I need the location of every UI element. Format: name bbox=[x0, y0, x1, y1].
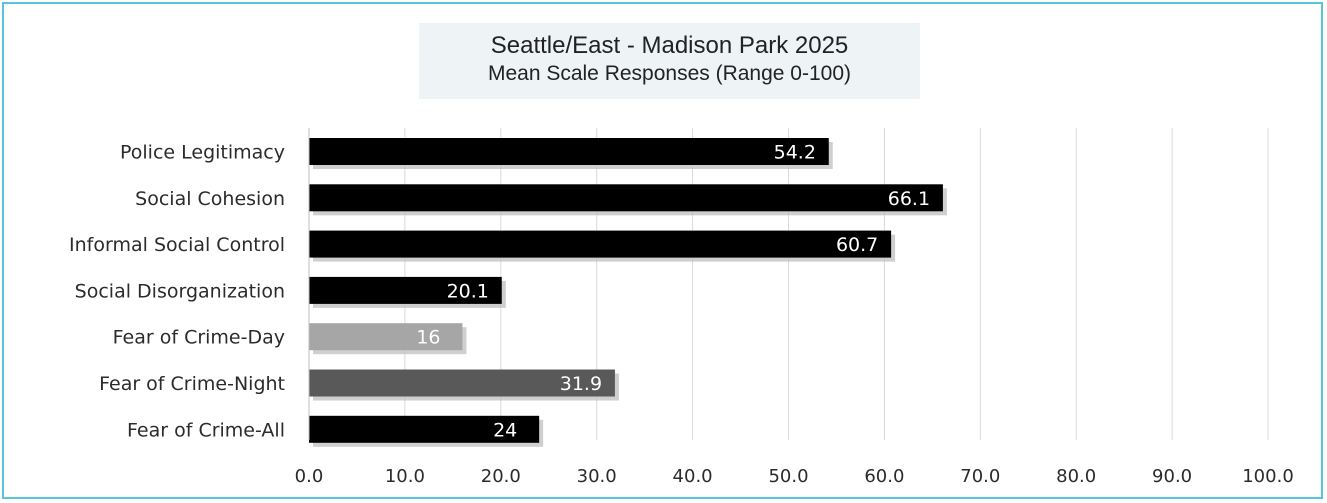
data-label: 24 bbox=[493, 419, 517, 441]
category-label: Police Legitimacy bbox=[120, 142, 285, 164]
x-tick-label: 90.0 bbox=[1152, 466, 1192, 487]
category-label: Informal Social Control bbox=[69, 234, 285, 256]
category-label: Social Disorganization bbox=[75, 280, 285, 302]
bar bbox=[309, 230, 892, 258]
x-tick-label: 50.0 bbox=[768, 466, 808, 487]
category-label: Fear of Crime-Night bbox=[99, 373, 285, 395]
x-tick-label: 20.0 bbox=[481, 466, 521, 487]
x-tick-label: 40.0 bbox=[673, 466, 713, 487]
chart-subtitle: Mean Scale Responses (Range 0-100) bbox=[487, 62, 852, 85]
bar bbox=[309, 138, 829, 165]
bar bbox=[309, 184, 943, 212]
x-tick-label: 80.0 bbox=[1056, 466, 1096, 487]
x-tick-label: 70.0 bbox=[960, 466, 1000, 487]
bar bbox=[309, 415, 540, 443]
bar bbox=[309, 323, 463, 351]
x-tick-label: 60.0 bbox=[864, 466, 904, 487]
data-label: 20.1 bbox=[447, 280, 489, 302]
category-label: Social Cohesion bbox=[135, 188, 285, 210]
x-tick-label: 0.0 bbox=[295, 466, 324, 487]
bar bbox=[309, 276, 502, 304]
data-label: 54.2 bbox=[774, 142, 816, 164]
x-tick-label: 10.0 bbox=[385, 466, 425, 487]
data-label: 16 bbox=[416, 327, 440, 349]
category-label: Fear of Crime-All bbox=[127, 419, 285, 441]
data-label: 60.7 bbox=[836, 234, 878, 256]
chart-title-box: Seattle/East - Madison Park 2025 Mean Sc… bbox=[419, 23, 920, 99]
data-label: 31.9 bbox=[560, 373, 602, 395]
x-tick-label: 100.0 bbox=[1242, 466, 1294, 487]
category-label: Fear of Crime-Day bbox=[113, 327, 285, 349]
x-tick-label: 30.0 bbox=[577, 466, 617, 487]
chart-title: Seattle/East - Madison Park 2025 bbox=[490, 32, 849, 59]
data-label: 66.1 bbox=[888, 188, 930, 210]
bar bbox=[309, 369, 615, 397]
